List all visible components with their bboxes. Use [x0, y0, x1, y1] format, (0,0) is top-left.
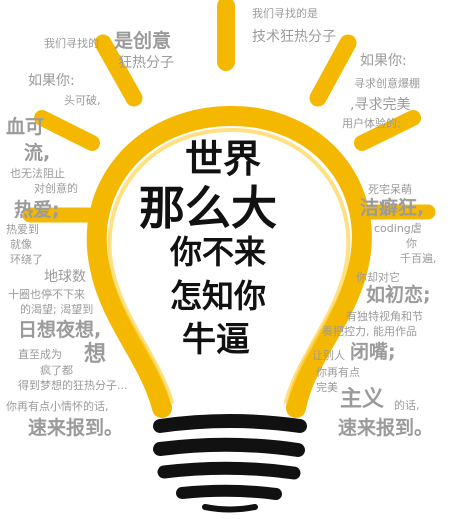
right-text-if-you: 如果你: [360, 53, 407, 69]
base-stroke-2 [153, 437, 305, 457]
headline-line-4: 怎知你 [170, 277, 267, 315]
right-text-perfect: 完美 [316, 381, 338, 394]
left-text-just-like: 就像 [10, 238, 32, 251]
left-text-head: 头可破, [64, 94, 101, 107]
right-text-user-experience: 用户体验的; [342, 117, 401, 130]
left-text-think: 想 [84, 342, 107, 367]
headline-line-1: 世界 [185, 137, 262, 181]
left-text-until: 直至成为 [18, 348, 62, 361]
top-text-seek-right: 我们寻找的是 [252, 7, 318, 20]
right-text-then: 的话, [394, 399, 420, 412]
right-text-thousand-times: 千百遍, [400, 252, 437, 265]
ray-top-left [94, 34, 143, 107]
right-text-unique-view: 有独特视角和节 [346, 310, 423, 323]
headline-line-5: 牛逼 [182, 320, 250, 360]
right-text-report: 速来报到。 [338, 417, 434, 439]
right-text-rhythm: 奏把控力, 能用作品 [322, 325, 417, 338]
left-text-love: 热爱; [14, 199, 60, 221]
base-stroke-3 [157, 461, 301, 480]
base-stroke-1 [153, 414, 307, 433]
top-text-tech-fanatic: 技术狂热分子 [252, 29, 336, 45]
right-text-coding: coding虐 [374, 222, 422, 235]
left-text-if-you: 如果你: [28, 73, 75, 89]
headline-line-2: 那么大 [139, 181, 277, 235]
left-text-creativity-of: 对创意的 [34, 182, 78, 195]
ray-top-right [309, 34, 357, 107]
base-stroke-4 [176, 484, 282, 500]
right-text-ism: 主义 [340, 387, 385, 412]
right-text-first-love: 如初恋; [366, 284, 431, 306]
left-text-cannot-stop: 也无法阻止 [10, 167, 65, 180]
bulb-outline-highlight [107, 127, 351, 404]
left-text-blood: 血可 [6, 116, 45, 138]
left-text-crazy: 疯了都 [40, 364, 73, 377]
left-text-flow: 流, [24, 142, 51, 164]
light-rays [22, 0, 436, 223]
bulb-base [153, 414, 307, 513]
base-tip [202, 504, 258, 513]
left-text-desire: 的渴望; 渴望到 [20, 303, 94, 316]
bulb-outline [86, 105, 372, 418]
left-text-love-to: 热爱到 [6, 223, 39, 236]
left-text-ten-laps: 十圈也停不下来 [8, 288, 85, 301]
left-text-sentiment: 你再有点小情怀的话, [6, 400, 109, 413]
top-text-fanatic: 狂热分子 [118, 55, 174, 71]
left-text-report: 速来报到。 [28, 417, 124, 439]
right-text-you-still: 你却对它 [356, 271, 400, 284]
left-text-circled: 环绕了 [10, 253, 43, 266]
left-text-day-night: 日想夜想, [18, 319, 102, 341]
right-text-you: 你 [406, 237, 417, 250]
right-text-clean-freak: 洁癖狂, [360, 197, 425, 219]
left-text-dream-fanatic: 得到梦想的狂热分子... [18, 379, 128, 392]
headline-line-3: 你不来 [170, 233, 267, 271]
ray-right-upper [354, 110, 421, 151]
right-text-shut-up: 闭嘴; [350, 341, 396, 363]
ray-left-upper [34, 110, 100, 151]
top-text-creativity: 是创意 [114, 30, 172, 52]
top-text-seek-left: 我们寻找的 [44, 37, 99, 50]
right-text-let-others: 让别人 [312, 349, 345, 362]
right-text-if-more: 你再有点 [316, 366, 360, 379]
right-text-perfection: ,寻求完美 [350, 97, 411, 113]
right-text-creative-burst: 寻求创意爆棚 [354, 77, 420, 90]
right-text-otaku: 死宅呆萌 [368, 183, 412, 196]
left-text-earth: 地球数 [44, 269, 86, 285]
